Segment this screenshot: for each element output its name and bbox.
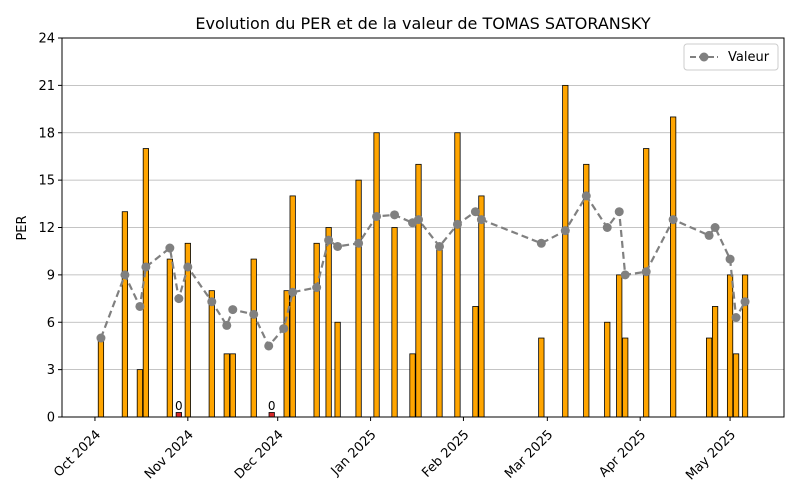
y-tick-label: 6 <box>47 316 55 331</box>
y-tick-label: 21 <box>38 79 55 94</box>
gridlines <box>62 84 784 371</box>
valeur-point <box>174 294 184 304</box>
bar <box>391 227 398 418</box>
bar <box>415 163 422 418</box>
y-axis: 0 3 6 9 12 15 18 21 24 <box>38 32 62 426</box>
valeur-point <box>710 223 720 232</box>
valeur-point <box>476 215 486 225</box>
valeur-point <box>279 324 289 334</box>
legend-box <box>683 43 779 71</box>
valeur-point <box>536 238 546 248</box>
y-tick-label: 9 <box>47 268 55 283</box>
valeur-point <box>614 207 624 217</box>
valeur-point <box>96 333 106 343</box>
valeur-point <box>264 341 274 351</box>
bar <box>121 211 129 418</box>
y-tick-label: 24 <box>38 32 55 47</box>
legend-marker <box>699 52 709 62</box>
legend: Valeur <box>683 43 779 71</box>
bar <box>289 195 296 418</box>
valeur-point <box>620 270 630 280</box>
bar <box>355 179 362 418</box>
valeur-point <box>602 223 612 232</box>
valeur-point <box>333 241 343 251</box>
bar <box>670 116 677 418</box>
valeur-point <box>207 297 217 307</box>
y-tick-label: 18 <box>38 126 55 141</box>
valeur-point <box>434 241 444 251</box>
valeur-point <box>668 215 678 225</box>
valeur-point <box>324 235 334 245</box>
valeur-point <box>581 191 591 201</box>
valeur-point <box>372 211 382 221</box>
bar <box>726 274 734 418</box>
chart-title: Evolution du PER et de la valeur de TOMA… <box>195 14 650 33</box>
bar <box>208 290 215 418</box>
bar <box>229 353 236 418</box>
valeur-point <box>390 210 400 220</box>
bar <box>706 337 713 418</box>
y-tick-label: 12 <box>38 221 55 236</box>
valeur-point <box>354 238 364 248</box>
bar <box>313 242 320 418</box>
y-tick-label: 15 <box>38 174 55 189</box>
y-axis-title: PER <box>15 215 30 240</box>
bar <box>478 195 485 418</box>
bar <box>538 337 545 418</box>
valeur-point <box>135 301 145 311</box>
bar-zero <box>268 412 275 418</box>
valeur-point <box>165 243 175 253</box>
bar <box>643 148 650 418</box>
bar <box>472 306 479 418</box>
bar <box>732 353 740 418</box>
bar <box>136 369 143 418</box>
bar <box>409 353 416 418</box>
bar <box>622 337 629 418</box>
valeur-point <box>312 283 322 293</box>
valeur-point <box>641 267 651 277</box>
bar-zero <box>175 412 182 418</box>
valeur-point <box>704 230 714 240</box>
y-tick-label: 0 <box>47 411 55 426</box>
bar <box>604 321 611 418</box>
bar <box>436 242 443 418</box>
valeur-point <box>222 320 232 330</box>
bar <box>250 258 257 418</box>
valeur-point <box>560 226 570 236</box>
bar <box>97 337 105 418</box>
bar <box>166 258 173 418</box>
bar <box>325 227 332 418</box>
valeur-point <box>740 297 750 307</box>
bar <box>741 274 749 418</box>
legend-label-valeur: Valeur <box>728 50 770 65</box>
bar <box>711 306 719 418</box>
valeur-point <box>120 270 130 280</box>
bar <box>373 132 380 418</box>
bar <box>616 274 623 418</box>
valeur-series <box>96 191 750 351</box>
valeur-point <box>452 219 462 229</box>
valeur-point <box>183 262 193 272</box>
bar <box>454 132 461 418</box>
valeur-point <box>470 207 480 217</box>
bar <box>223 353 230 418</box>
valeur-point <box>414 215 424 225</box>
bar <box>583 163 590 418</box>
bar <box>334 321 341 418</box>
bar <box>562 84 569 418</box>
bar-value-label: 0 <box>268 399 276 413</box>
valeur-point <box>249 309 259 319</box>
valeur-point <box>288 287 298 297</box>
valeur-point <box>141 262 151 272</box>
valeur-point <box>228 305 238 315</box>
valeur-point <box>731 313 741 323</box>
valeur-point <box>725 254 735 264</box>
bar-value-label: 0 <box>175 399 183 413</box>
y-tick-label: 3 <box>47 363 55 378</box>
